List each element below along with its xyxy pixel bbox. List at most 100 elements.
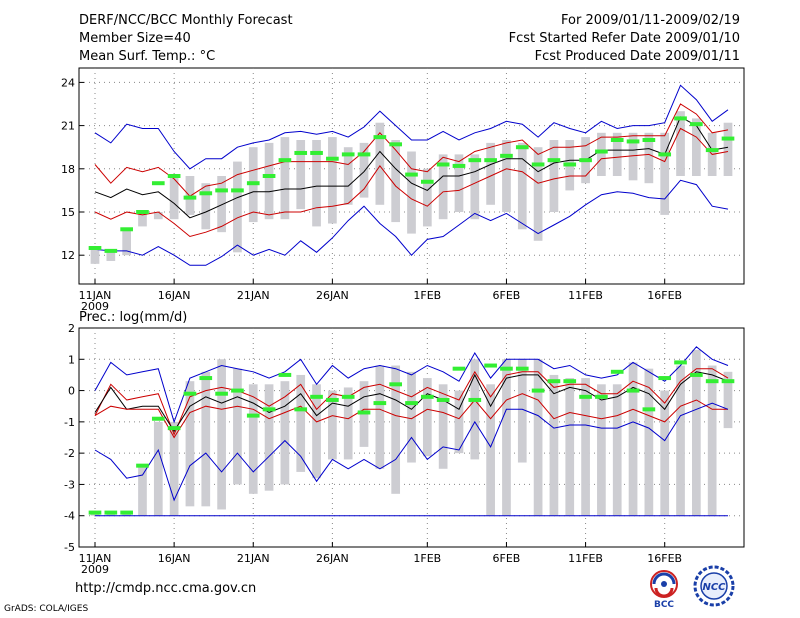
temp-ensemble-box (185, 176, 195, 215)
prec-xtick-label: 21JAN (237, 552, 270, 565)
temp-ensemble-box (106, 250, 116, 261)
temp-series-p90 (94, 103, 729, 197)
temp-ensemble-box (470, 154, 480, 220)
temp-obs-mark (610, 138, 624, 142)
ncc-logo-text: NCC (702, 582, 726, 593)
prec-ensemble-box (597, 384, 606, 516)
produced-date-label: Fcst Produced Date 2009/01/11 (534, 49, 740, 64)
prec-ensemble-box (438, 384, 448, 469)
source-url[interactable]: http://cmdp.ncc.cma.gov.cn (75, 581, 257, 596)
prec-ensemble-box (581, 378, 590, 516)
temp-ensemble-box (312, 140, 321, 227)
temp-ensemble-box (138, 212, 147, 227)
prec-ensemble-box (486, 384, 495, 516)
temp-ensemble-box (296, 140, 306, 210)
prec-ensemble-box (723, 371, 733, 429)
prec-xtick-label: 11FEB (568, 552, 603, 565)
temp-obs-mark (167, 174, 181, 178)
prec-obs-mark (136, 463, 149, 468)
prec-obs-mark (199, 376, 213, 381)
temp-ensemble-box (533, 147, 543, 241)
prec-obs-mark (658, 376, 672, 381)
prec-obs-mark (262, 407, 276, 412)
prec-ensemble-box (185, 381, 195, 507)
temp-ensemble-box (375, 122, 385, 205)
temp-obs-mark (294, 150, 308, 155)
temp-ytick-label: 15 (61, 206, 75, 219)
prec-obs-mark (642, 407, 656, 412)
prec-obs-mark (183, 391, 197, 396)
prec-ensemble-box (454, 390, 464, 454)
temp-ensemble-box (723, 122, 733, 176)
prec-obs-mark (705, 379, 719, 384)
prec-obs-mark (515, 366, 529, 371)
temp-obs-mark (341, 152, 355, 157)
prec-ensemble-box (628, 362, 638, 516)
temp-obs-mark (642, 138, 656, 142)
ncc-logo: NCC (693, 565, 735, 607)
temp-obs-mark (420, 179, 434, 184)
prec-ytick-label: 0 (68, 385, 75, 398)
temp-obs-mark (579, 158, 592, 163)
prec-series-min (94, 402, 729, 502)
temp-obs-mark (452, 163, 466, 168)
temp-series-min (94, 179, 729, 266)
temp-obs-mark (389, 142, 403, 147)
prec-ensemble-box (264, 384, 274, 491)
temp-ensemble-box (280, 137, 290, 220)
temp-xtick-label: 21JAN (237, 289, 270, 302)
temp-obs-mark (690, 122, 703, 127)
temp-ensemble-box (660, 132, 670, 215)
temp-ytick-label: 24 (61, 76, 75, 89)
temp-obs-mark (563, 162, 577, 167)
prec-ensemble-box (691, 349, 701, 516)
prec-ensemble-box (533, 359, 543, 516)
prec-ensemble-box (502, 359, 511, 516)
prec-obs-mark (104, 510, 118, 515)
prec-obs-mark (626, 388, 640, 393)
temp-xtick-label: 16FEB (647, 289, 682, 302)
temp-obs-mark (136, 210, 149, 214)
temp-ensemble-box (644, 132, 654, 184)
prec-obs-mark (484, 363, 497, 368)
temp-ensemble-box (90, 248, 100, 264)
temp-obs-mark (246, 181, 260, 186)
prec-obs-mark (500, 366, 513, 371)
temp-obs-mark (199, 191, 213, 196)
temp-obs-mark (231, 188, 244, 193)
temp-xtick-label: 6FEB (493, 289, 521, 302)
temp-ensemble-box (328, 137, 337, 224)
temp-series-p10 (94, 127, 729, 238)
prec-ensemble-box (676, 365, 685, 516)
prec-ensemble-box (328, 390, 337, 460)
temp-obs-mark (215, 188, 228, 193)
prec-ensemble-box (312, 384, 321, 479)
prec-ensemble-box (169, 421, 179, 516)
prec-obs-mark (436, 397, 450, 402)
prec-obs-mark (563, 379, 577, 384)
temp-obs-mark (531, 162, 545, 167)
prec-obs-mark (579, 394, 592, 399)
prec-year-label: 2009 (81, 563, 109, 576)
temp-ensemble-box (486, 142, 495, 205)
temp-ytick-label: 21 (61, 120, 75, 133)
prec-obs-mark (405, 401, 418, 406)
temp-obs-mark (436, 162, 450, 167)
temp-obs-mark (278, 158, 292, 163)
temp-obs-mark (468, 158, 482, 163)
temp-obs-mark (104, 248, 118, 253)
prec-obs-mark (278, 372, 292, 377)
prec-ensemble-box (280, 381, 290, 485)
figure-title: DERF/NCC/BCC Monthly Forecast (79, 13, 293, 28)
temp-obs-mark (357, 152, 371, 157)
prec-obs-mark (326, 397, 339, 402)
prec-obs-mark (547, 379, 561, 384)
temp-series-max (94, 84, 729, 170)
prec-ensemble-box (375, 365, 385, 469)
prec-obs-mark (231, 388, 244, 393)
grads-credit: GrADS: COLA/IGES (4, 604, 89, 614)
prec-ensemble-box (612, 384, 622, 516)
temp-ensemble-box (391, 140, 401, 223)
temp-obs-mark (674, 116, 687, 121)
